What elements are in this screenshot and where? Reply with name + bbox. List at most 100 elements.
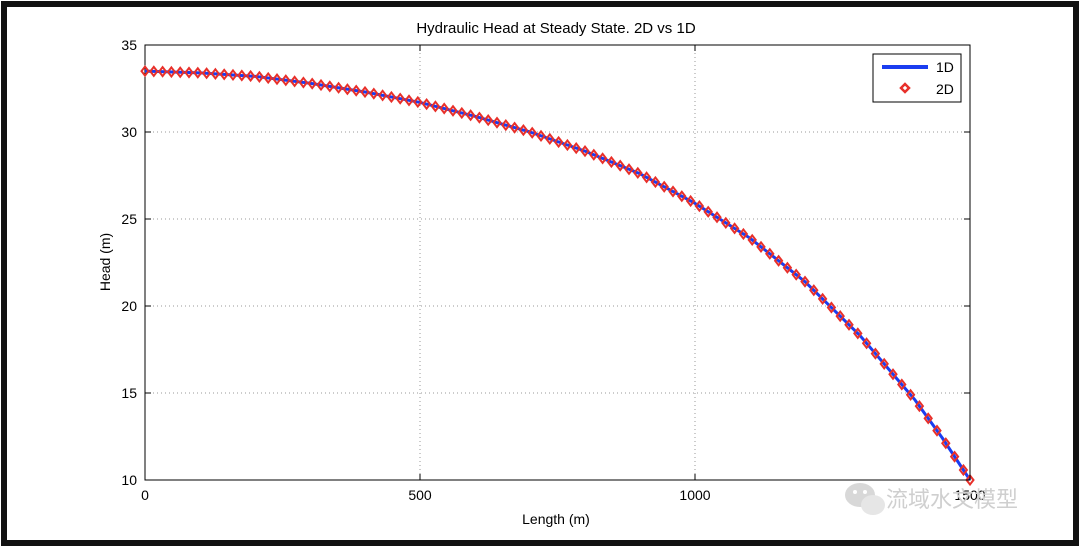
marker-2d bbox=[272, 72, 282, 86]
marker-2d bbox=[809, 284, 819, 297]
marker-2d bbox=[527, 126, 537, 139]
marker-2d bbox=[553, 135, 564, 149]
marker-2d bbox=[659, 180, 669, 193]
marker-2d bbox=[738, 227, 749, 241]
marker-2d bbox=[545, 132, 555, 146]
marker-2d bbox=[377, 89, 388, 102]
marker-2d bbox=[421, 97, 432, 111]
marker-2d bbox=[457, 106, 467, 120]
marker-2d bbox=[844, 318, 854, 331]
marker-2d bbox=[413, 95, 423, 109]
marker-2d bbox=[879, 357, 889, 371]
y-tick-label: 10 bbox=[121, 472, 137, 488]
marker-2d bbox=[615, 159, 625, 172]
marker-2d bbox=[360, 85, 370, 99]
marker-2d bbox=[518, 123, 529, 137]
marker-2d bbox=[298, 76, 309, 89]
marker-2d bbox=[201, 67, 212, 80]
x-tick-label: 1500 bbox=[954, 487, 985, 503]
marker-2d bbox=[677, 190, 687, 203]
marker-2d bbox=[439, 102, 449, 115]
marker-2d bbox=[835, 310, 845, 323]
marker-2d bbox=[747, 233, 757, 247]
wechat-icon bbox=[845, 483, 885, 515]
y-tick-label: 35 bbox=[121, 37, 137, 53]
marker-2d bbox=[483, 113, 493, 127]
marker-2d bbox=[149, 65, 159, 78]
marker-2d bbox=[166, 65, 177, 79]
marker-2d bbox=[184, 66, 194, 79]
marker-2d bbox=[641, 171, 652, 184]
marker-2d bbox=[228, 68, 238, 82]
marker-2d bbox=[175, 66, 185, 79]
marker-2d bbox=[325, 80, 335, 93]
marker-2d bbox=[536, 129, 546, 142]
marker-2d bbox=[342, 83, 353, 96]
marker-2d bbox=[307, 77, 317, 90]
marker-2d bbox=[712, 211, 722, 224]
marker-2d bbox=[870, 347, 881, 360]
marker-2d bbox=[263, 71, 273, 85]
y-tick-label: 30 bbox=[121, 124, 137, 140]
marker-2d bbox=[782, 261, 793, 274]
marker-2d bbox=[448, 104, 458, 117]
marker-2d bbox=[509, 121, 520, 134]
marker-2d bbox=[237, 69, 247, 82]
chart-title: Hydraulic Head at Steady State. 2D vs 1D bbox=[416, 20, 695, 37]
marker-2d bbox=[289, 75, 300, 88]
legend-label-2d: 2D bbox=[936, 81, 954, 97]
marker-2d bbox=[474, 111, 485, 124]
marker-2d bbox=[941, 437, 951, 450]
marker-2d bbox=[140, 64, 150, 78]
marker-2d bbox=[685, 194, 696, 208]
legend-label-1d: 1D bbox=[936, 59, 954, 75]
marker-2d bbox=[430, 100, 441, 113]
marker-2d bbox=[853, 327, 863, 340]
legend-swatch-2d bbox=[899, 82, 911, 94]
marker-2d bbox=[351, 84, 361, 97]
marker-2d bbox=[817, 292, 828, 306]
marker-2d bbox=[254, 70, 265, 84]
marker-2d bbox=[589, 148, 599, 161]
marker-2d bbox=[210, 67, 221, 80]
marker-2d bbox=[932, 424, 942, 437]
marker-2d bbox=[800, 275, 810, 288]
marker-2d bbox=[668, 185, 678, 198]
ticks: 0 500 1000 1500 10 15 20 25 30 35 bbox=[121, 37, 985, 503]
marker-2d bbox=[897, 378, 907, 391]
marker-2d bbox=[597, 152, 608, 165]
y-tick-label: 15 bbox=[121, 385, 137, 401]
marker-2d bbox=[219, 68, 229, 81]
marker-2d bbox=[492, 116, 502, 129]
marker-2d bbox=[386, 90, 397, 104]
marker-2d bbox=[606, 155, 617, 169]
grid bbox=[145, 45, 970, 480]
marker-2d bbox=[721, 216, 731, 229]
marker-2d bbox=[694, 199, 705, 213]
marker-2d bbox=[914, 399, 925, 413]
marker-2d bbox=[826, 301, 837, 314]
marker-2d bbox=[773, 254, 784, 267]
y-axis-label: Head (m) bbox=[97, 233, 113, 291]
marker-2d bbox=[193, 66, 203, 79]
x-tick-label: 1000 bbox=[679, 487, 710, 503]
x-tick-label: 500 bbox=[408, 487, 432, 503]
plot-area bbox=[144, 44, 971, 481]
marker-2d bbox=[501, 118, 511, 132]
series-layer bbox=[140, 64, 975, 487]
marker-2d bbox=[949, 450, 960, 463]
marker-2d bbox=[245, 69, 256, 83]
marker-2d bbox=[404, 94, 414, 107]
watermark: 流域水文模型 bbox=[845, 483, 1018, 515]
legend-box bbox=[872, 53, 962, 103]
y-tick-label: 25 bbox=[121, 211, 137, 227]
marker-2d bbox=[465, 109, 476, 122]
series-markers-2d bbox=[140, 64, 975, 487]
marker-2d bbox=[580, 145, 590, 158]
marker-2d bbox=[905, 388, 916, 401]
marker-2d bbox=[791, 268, 801, 281]
x-axis-label: Length (m) bbox=[522, 511, 590, 527]
